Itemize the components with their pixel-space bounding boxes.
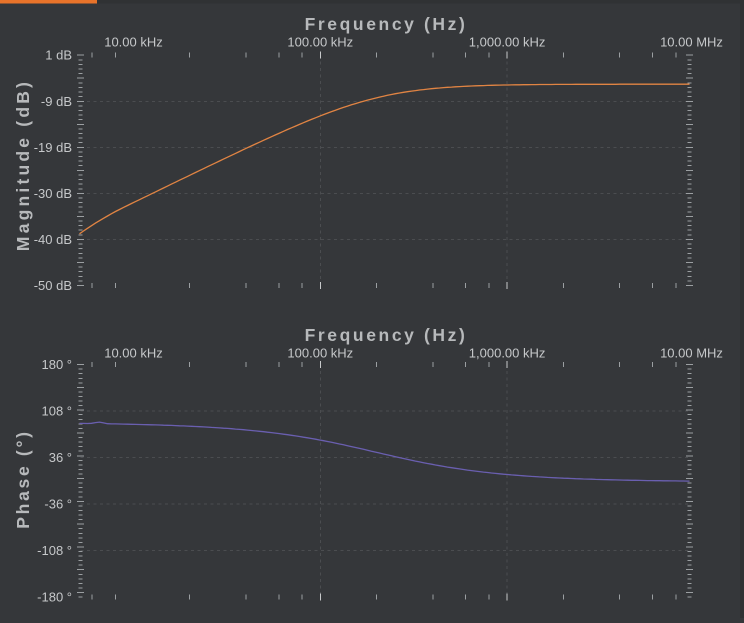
svg-text:-36 °: -36 °: [44, 497, 72, 512]
svg-text:1 dB: 1 dB: [45, 48, 72, 63]
svg-text:Magnitude (dB): Magnitude (dB): [13, 79, 33, 251]
svg-text:-30 dB: -30 dB: [34, 186, 72, 201]
svg-text:108 °: 108 °: [41, 404, 72, 419]
svg-text:100.00 kHz: 100.00 kHz: [287, 35, 353, 50]
svg-text:10.00 kHz: 10.00 kHz: [104, 35, 163, 50]
svg-text:-40 dB: -40 dB: [34, 232, 72, 247]
svg-text:Phase (°): Phase (°): [13, 429, 33, 528]
svg-text:-108 °: -108 °: [37, 543, 72, 558]
svg-text:Frequency (Hz): Frequency (Hz): [305, 325, 468, 345]
svg-text:10.00 MHz: 10.00 MHz: [660, 35, 723, 50]
svg-text:180 °: 180 °: [41, 357, 72, 372]
svg-text:-9 dB: -9 dB: [41, 94, 72, 109]
svg-text:10.00 MHz: 10.00 MHz: [660, 346, 723, 361]
svg-text:1,000.00 kHz: 1,000.00 kHz: [469, 35, 546, 50]
svg-text:10.00 kHz: 10.00 kHz: [104, 346, 163, 361]
svg-text:1,000.00 kHz: 1,000.00 kHz: [469, 346, 546, 361]
svg-text:36 °: 36 °: [49, 450, 72, 465]
svg-text:-180 °: -180 °: [37, 590, 72, 605]
svg-text:-19 dB: -19 dB: [34, 140, 72, 155]
svg-text:100.00 kHz: 100.00 kHz: [287, 346, 353, 361]
svg-text:Frequency (Hz): Frequency (Hz): [305, 14, 468, 34]
svg-text:-50 dB: -50 dB: [34, 278, 72, 293]
